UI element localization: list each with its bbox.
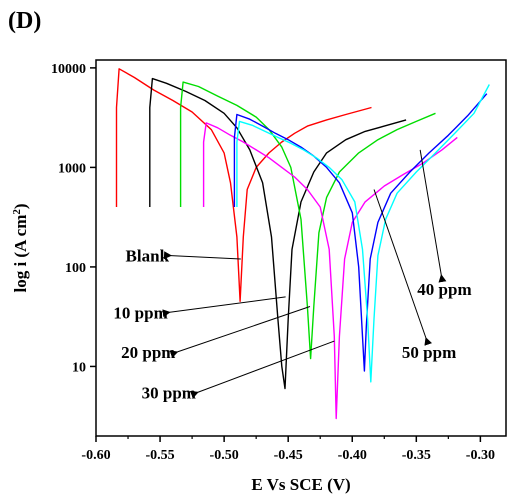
annotation-label: 20 ppm <box>121 343 175 362</box>
annotation-arrow <box>162 296 286 318</box>
annotation-arrow <box>169 306 311 358</box>
y-axis-title: log i (A cm2) <box>11 203 30 292</box>
x-tick-label: -0.50 <box>210 448 239 463</box>
panel-label: (D) <box>8 8 42 34</box>
annotation-arrow <box>163 251 241 260</box>
annotation-label: 30 ppm <box>142 383 196 402</box>
series-line-5 <box>233 93 488 372</box>
x-tick-label: -0.35 <box>402 448 431 463</box>
annotation-label: 10 ppm <box>113 303 167 322</box>
y-tick-label: 100 <box>65 261 86 276</box>
annotation-label: Blank <box>126 247 170 266</box>
series-line-6 <box>236 84 490 383</box>
series-line-1 <box>115 68 372 303</box>
ticks-layer: -0.60 -0.55 -0.50 -0.45 -0.40 -0.35 -0.30 10 100… <box>51 62 495 463</box>
plot-frame <box>95 59 507 437</box>
x-tick-label: -0.45 <box>274 448 303 463</box>
annotation-arrow <box>189 340 335 399</box>
annotation-label: 40 ppm <box>417 280 471 299</box>
annotation-arrow <box>373 189 432 346</box>
x-tick-label: -0.40 <box>338 448 367 463</box>
annotation-label: 50 ppm <box>402 343 456 362</box>
series-line-2 <box>149 77 407 390</box>
x-tick-label: -0.30 <box>466 448 495 463</box>
y-tick-label: 10 <box>72 360 86 375</box>
y-tick-label: 10000 <box>51 62 86 77</box>
x-tick-label: -0.60 <box>81 448 110 463</box>
x-tick-label: -0.55 <box>145 448 174 463</box>
y-tick-label: 1000 <box>58 161 86 176</box>
annotation-arrow <box>419 149 447 283</box>
series-layer <box>115 68 490 420</box>
x-axis-title: E Vs SCE (V) <box>251 475 350 494</box>
series-line-3 <box>179 81 436 360</box>
series-line-4 <box>202 122 458 420</box>
plot-border <box>95 59 507 437</box>
annotation-layer: Blank 10 ppm 20 ppm 30 ppm 40 ppm 50 ppm <box>113 149 472 402</box>
